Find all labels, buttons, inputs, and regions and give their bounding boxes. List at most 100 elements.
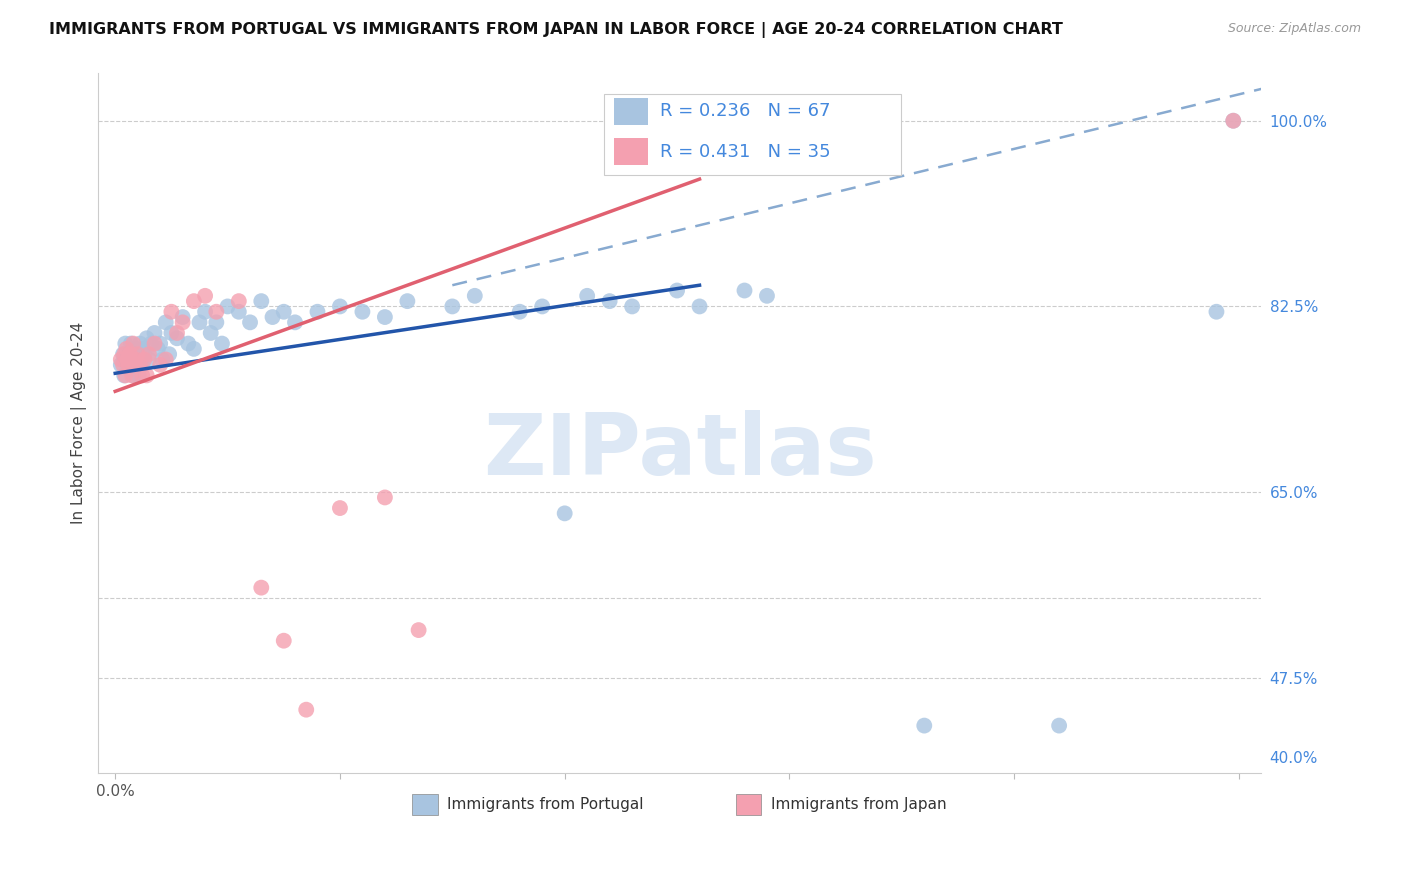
Point <box>129 336 152 351</box>
Point <box>250 581 273 595</box>
Point <box>117 352 139 367</box>
Point <box>118 347 141 361</box>
Point <box>599 294 621 309</box>
Point <box>121 368 143 383</box>
Point <box>143 336 166 351</box>
Point <box>135 331 157 345</box>
FancyBboxPatch shape <box>613 138 648 165</box>
Point <box>149 358 172 372</box>
Point <box>125 342 148 356</box>
Point <box>146 342 169 356</box>
Point <box>183 294 205 309</box>
Point <box>755 289 778 303</box>
Point <box>143 326 166 340</box>
Point <box>576 289 599 303</box>
FancyBboxPatch shape <box>412 795 437 815</box>
Point <box>121 352 143 367</box>
Point <box>200 326 222 340</box>
Point <box>194 289 217 303</box>
Point <box>124 358 146 372</box>
Y-axis label: In Labor Force | Age 20-24: In Labor Force | Age 20-24 <box>72 322 87 524</box>
Point <box>554 507 576 521</box>
FancyBboxPatch shape <box>735 795 761 815</box>
Point <box>912 718 935 732</box>
Point <box>131 368 153 383</box>
Point <box>166 326 188 340</box>
Point <box>110 352 132 367</box>
Point <box>112 368 135 383</box>
Point <box>120 336 142 351</box>
Point <box>160 304 183 318</box>
Point <box>118 347 141 361</box>
Point <box>128 368 150 383</box>
Point <box>115 342 138 356</box>
Point <box>531 300 554 314</box>
Text: R = 0.431   N = 35: R = 0.431 N = 35 <box>659 143 831 161</box>
Point <box>172 310 194 324</box>
Point <box>135 368 157 383</box>
Point <box>124 352 146 367</box>
Point <box>166 331 188 345</box>
Point <box>374 491 396 505</box>
Point <box>141 336 163 351</box>
Point <box>177 336 200 351</box>
Point <box>666 284 689 298</box>
Point <box>239 315 262 329</box>
Point <box>152 352 174 367</box>
Point <box>155 315 177 329</box>
Point <box>118 358 141 372</box>
Point <box>127 352 149 367</box>
Point <box>122 336 145 351</box>
Point <box>734 284 756 298</box>
Point <box>441 300 464 314</box>
Point <box>307 304 329 318</box>
Point <box>114 368 136 383</box>
Point <box>118 363 141 377</box>
Point <box>295 703 318 717</box>
Point <box>183 342 205 356</box>
Point <box>621 300 644 314</box>
Point <box>352 304 374 318</box>
Point <box>122 368 145 383</box>
Point <box>124 358 146 372</box>
Point <box>273 633 295 648</box>
Point <box>112 358 135 372</box>
Text: Source: ZipAtlas.com: Source: ZipAtlas.com <box>1227 22 1361 36</box>
Point <box>149 336 172 351</box>
Point <box>194 304 217 318</box>
Point <box>124 347 146 361</box>
Point <box>464 289 486 303</box>
Point <box>1205 304 1227 318</box>
Point <box>1222 113 1244 128</box>
Point <box>134 352 156 367</box>
Point <box>138 347 160 361</box>
FancyBboxPatch shape <box>605 94 901 175</box>
Point <box>1222 113 1244 128</box>
Text: Immigrants from Japan: Immigrants from Japan <box>770 797 946 813</box>
Point <box>211 336 233 351</box>
Point <box>228 304 250 318</box>
Text: Immigrants from Portugal: Immigrants from Portugal <box>447 797 644 813</box>
FancyBboxPatch shape <box>613 98 648 125</box>
Point <box>157 347 180 361</box>
Point <box>205 304 228 318</box>
Point <box>117 358 139 372</box>
Point <box>217 300 239 314</box>
Point <box>284 315 307 329</box>
Point <box>131 358 153 372</box>
Point <box>509 304 531 318</box>
Point <box>134 347 156 361</box>
Point <box>250 294 273 309</box>
Point <box>172 315 194 329</box>
Point <box>132 342 155 356</box>
Point <box>329 501 352 516</box>
Point <box>110 358 132 372</box>
Point <box>112 347 135 361</box>
Point <box>138 352 160 367</box>
Point <box>205 315 228 329</box>
Point <box>188 315 211 329</box>
Point <box>127 347 149 361</box>
Point <box>262 310 284 324</box>
Point <box>228 294 250 309</box>
Point <box>155 352 177 367</box>
